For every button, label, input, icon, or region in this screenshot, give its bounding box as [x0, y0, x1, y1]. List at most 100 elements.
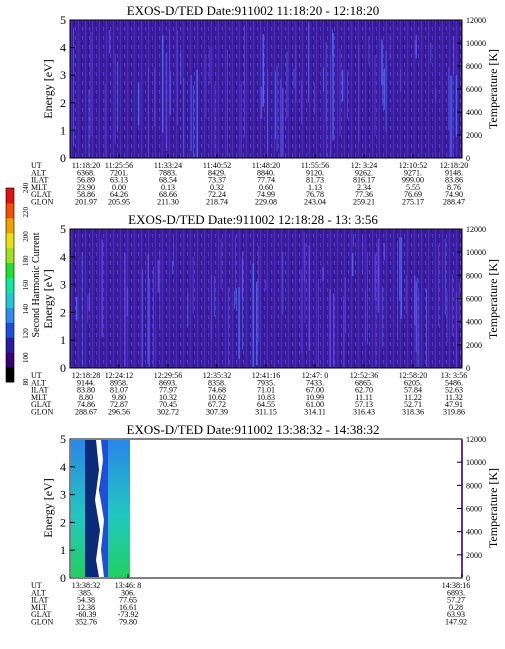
temperature-tick-label: 10000	[466, 39, 486, 48]
table-cell: 0.28	[449, 603, 463, 612]
table-cell: 316.43	[353, 408, 375, 417]
temperature-tick-label: 2000	[466, 131, 482, 140]
table-cell: 0.32	[210, 183, 224, 192]
table-cell: 288.67	[75, 408, 97, 417]
table-cell: 10.32	[159, 393, 177, 402]
energy-tick-label: 0	[60, 151, 66, 165]
orbit-info-table: UT 12:18:28 12:24:12 12:29:56 12:35:32 12:41:…	[31, 371, 467, 417]
table-cell: 74.99	[257, 190, 275, 199]
color-scale-swatch	[6, 247, 14, 264]
table-cell: 12:52:36	[350, 371, 378, 380]
table-cell: 8840.	[257, 168, 275, 177]
color-scale-swatch	[6, 188, 14, 204]
table-cell: 205.95	[108, 198, 130, 207]
color-scale-ticks: 80 100 120 140 160 180 200 220 240	[22, 182, 30, 385]
table-cell: 52.71	[404, 400, 422, 409]
energy-tick-label: 5	[60, 432, 66, 446]
table-cell: 72.24	[208, 190, 226, 199]
table-cell: 288.47	[443, 198, 465, 207]
temperature-tick-label: 2000	[466, 341, 482, 350]
color-scale-bar: 80 100 120 140 160 180 200 220 240 Second Harmon…	[5, 182, 42, 386]
table-cell: 319.86	[443, 408, 465, 417]
table-row-label: MLT	[31, 603, 47, 612]
temperature-axis: 0 2000 4000 6000 8000 10000 12000	[457, 16, 486, 163]
table-cell: 63.93	[447, 610, 465, 619]
table-cell: 77.97	[159, 386, 177, 395]
temperature-tick-label: 6000	[466, 505, 482, 514]
table-cell: 0.00	[112, 183, 126, 192]
table-row-label: UT	[31, 161, 42, 170]
table-cell: 352.76	[75, 618, 97, 627]
table-cell: 5.55	[406, 183, 420, 192]
table-cell: 62.70	[355, 386, 373, 395]
panel-title: EXOS-D/TED Date:911002 12:18:28 - 13: 3:…	[128, 212, 378, 227]
table-cell: 12: 3:24	[351, 161, 377, 170]
table-cell: 6205.	[404, 378, 422, 387]
temperature-tick-label: 6000	[466, 295, 482, 304]
table-cell: 11:33:24	[154, 161, 182, 170]
table-row-label: GLON	[31, 198, 53, 207]
table-cell: 2.34	[357, 183, 371, 192]
table-cell: 8.80	[79, 393, 93, 402]
table-cell: 76.78	[306, 190, 324, 199]
color-scale-swatch	[6, 337, 14, 353]
table-cell: 9148.	[445, 168, 463, 177]
color-scale-swatch	[6, 367, 14, 383]
table-row-label: UT	[31, 371, 42, 380]
temperature-tick-label: 0	[466, 574, 470, 583]
energy-tick-label: 1	[60, 123, 66, 137]
table-cell: 816.17	[353, 176, 375, 185]
temperature-tick-label: 0	[466, 364, 470, 373]
table-cell: 307.39	[206, 408, 228, 417]
table-cell: 57.84	[404, 386, 422, 395]
color-scale-frame	[5, 187, 15, 383]
table-cell: 73.37	[208, 176, 226, 185]
table-cell: 61.00	[306, 400, 324, 409]
table-cell: 201.97	[75, 198, 97, 207]
table-cell: 7883.	[159, 168, 177, 177]
temperature-tick-label: 12000	[466, 225, 486, 234]
color-scale-tick-label: 200	[22, 231, 30, 242]
table-cell: 67.72	[208, 400, 226, 409]
table-row-label: GLAT	[31, 190, 52, 199]
table-cell: 218.74	[206, 198, 228, 207]
color-scale-label: Second Harmonic Current	[31, 232, 42, 337]
spectrogram-plot	[69, 438, 463, 579]
energy-tick-label: 4	[60, 460, 66, 474]
table-cell: 77.65	[119, 596, 137, 605]
table-cell: 12:58:20	[399, 371, 427, 380]
panel-title: EXOS-D/TED Date:911002 13:38:32 - 14:38:…	[127, 422, 380, 437]
table-row-label: ILAT	[31, 386, 48, 395]
table-row-label: ALT	[31, 378, 46, 387]
temperature-tick-label: 8000	[466, 271, 482, 280]
table-cell: 7935.	[257, 378, 275, 387]
table-cell: 11.11	[355, 393, 372, 402]
orbit-info-table: UT 11:18:20 11:25:56 11:33:24 11:40:52 11:48:…	[31, 161, 468, 207]
table-cell: 81.73	[306, 176, 324, 185]
spectrogram-panel-2: EXOS-D/TED Date:911002 12:18:28 - 13: 3:…	[31, 212, 500, 417]
color-scale-swatch	[6, 352, 14, 368]
table-row-label: ILAT	[31, 176, 48, 185]
table-cell: 9144.	[77, 378, 95, 387]
temperature-tick-label: 12000	[466, 16, 486, 25]
table-cell: 77.74	[257, 176, 275, 185]
table-cell: 296.56	[108, 408, 130, 417]
energy-tick-label: 4	[60, 250, 66, 264]
color-scale-swatch	[6, 277, 14, 293]
energy-axis-label: Energy [eV]	[41, 269, 55, 328]
energy-tick-label: 0	[60, 361, 66, 375]
table-cell: 7433.	[306, 378, 324, 387]
table-cell: 302.72	[157, 408, 179, 417]
table-cell: 83.80	[77, 386, 95, 395]
color-scale-swatch	[6, 322, 14, 338]
color-scale-tick-label: 240	[22, 182, 30, 193]
table-cell: 76.69	[404, 190, 422, 199]
table-cell: 12:41:16	[252, 371, 280, 380]
table-cell: 385.	[79, 588, 93, 597]
table-row-label: GLAT	[31, 400, 52, 409]
energy-tick-label: 3	[60, 278, 66, 292]
energy-tick-label: 2	[60, 96, 66, 110]
temperature-axis-label: Temperature [K]	[486, 468, 500, 548]
table-cell: -60.39	[76, 610, 97, 619]
table-cell: 16.61	[119, 603, 137, 612]
